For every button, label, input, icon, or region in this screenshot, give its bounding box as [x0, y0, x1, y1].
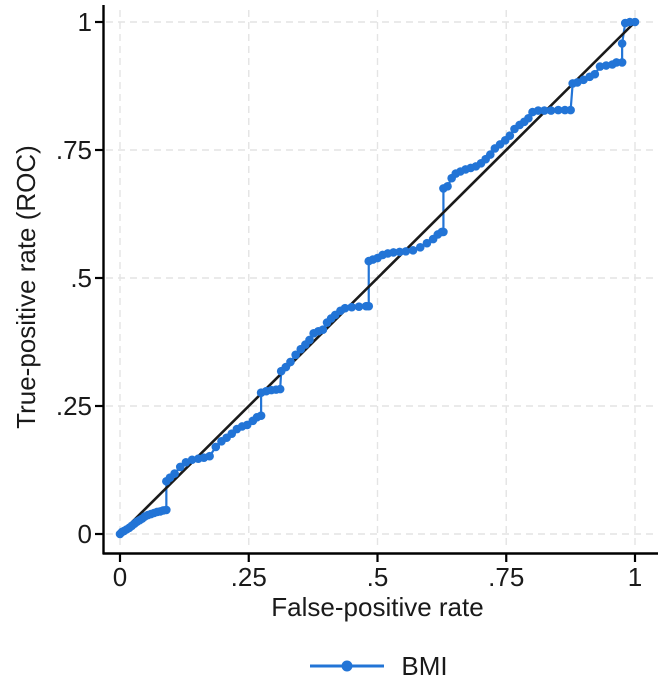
roc-data-marker — [340, 303, 350, 313]
roc-data-marker — [256, 411, 266, 421]
roc-data-marker — [286, 357, 295, 367]
roc-data-marker — [408, 246, 418, 255]
roc-data-marker — [395, 247, 404, 257]
roc-data-marker — [401, 247, 411, 256]
roc-data-marker — [211, 442, 221, 452]
roc-data-marker — [347, 302, 357, 312]
roc-data-marker — [389, 248, 398, 257]
legend-line-marker-icon — [310, 660, 385, 672]
y-tick-label: 1 — [77, 7, 92, 37]
y-tick-label: .75 — [55, 135, 92, 165]
x-axis-title: False-positive rate — [271, 592, 484, 622]
roc-data-marker — [205, 451, 214, 461]
roc-data-marker — [318, 325, 328, 335]
roc-data-marker — [422, 238, 432, 248]
roc-data-marker — [291, 350, 300, 360]
roc-data-marker — [275, 384, 285, 394]
y-tick-label: 0 — [77, 519, 92, 549]
roc-data-marker — [162, 505, 171, 515]
roc-data-marker — [553, 105, 563, 115]
x-tick-label: .75 — [488, 562, 525, 592]
y-tick-label: .25 — [55, 391, 92, 421]
roc-data-marker — [630, 17, 640, 27]
roc-data-marker — [364, 301, 374, 311]
roc-data-marker — [305, 335, 314, 345]
roc-data-marker — [590, 69, 600, 79]
roc-data-marker — [485, 150, 495, 159]
x-tick-label: .5 — [366, 562, 389, 592]
roc-data-marker — [617, 39, 627, 48]
roc-data-marker — [533, 106, 543, 115]
legend-label: BMI — [401, 651, 448, 681]
y-tick-label: .5 — [70, 263, 92, 293]
x-tick-label: 1 — [627, 562, 643, 592]
roc-data-marker — [415, 242, 425, 252]
roc-data-marker — [546, 106, 556, 115]
x-tick-label: .25 — [230, 562, 267, 592]
x-tick-label: 0 — [112, 562, 128, 592]
roc-data-marker — [505, 131, 515, 140]
roc-data-marker — [524, 113, 533, 123]
roc-data-marker — [354, 302, 364, 311]
roc-data-marker — [540, 106, 549, 115]
roc-data-marker — [170, 469, 179, 478]
roc-data-marker — [439, 227, 448, 237]
roc-data-marker — [443, 182, 452, 191]
roc-data-marker — [566, 105, 575, 115]
legend: BMI — [120, 651, 635, 681]
roc-data-marker — [617, 58, 627, 67]
